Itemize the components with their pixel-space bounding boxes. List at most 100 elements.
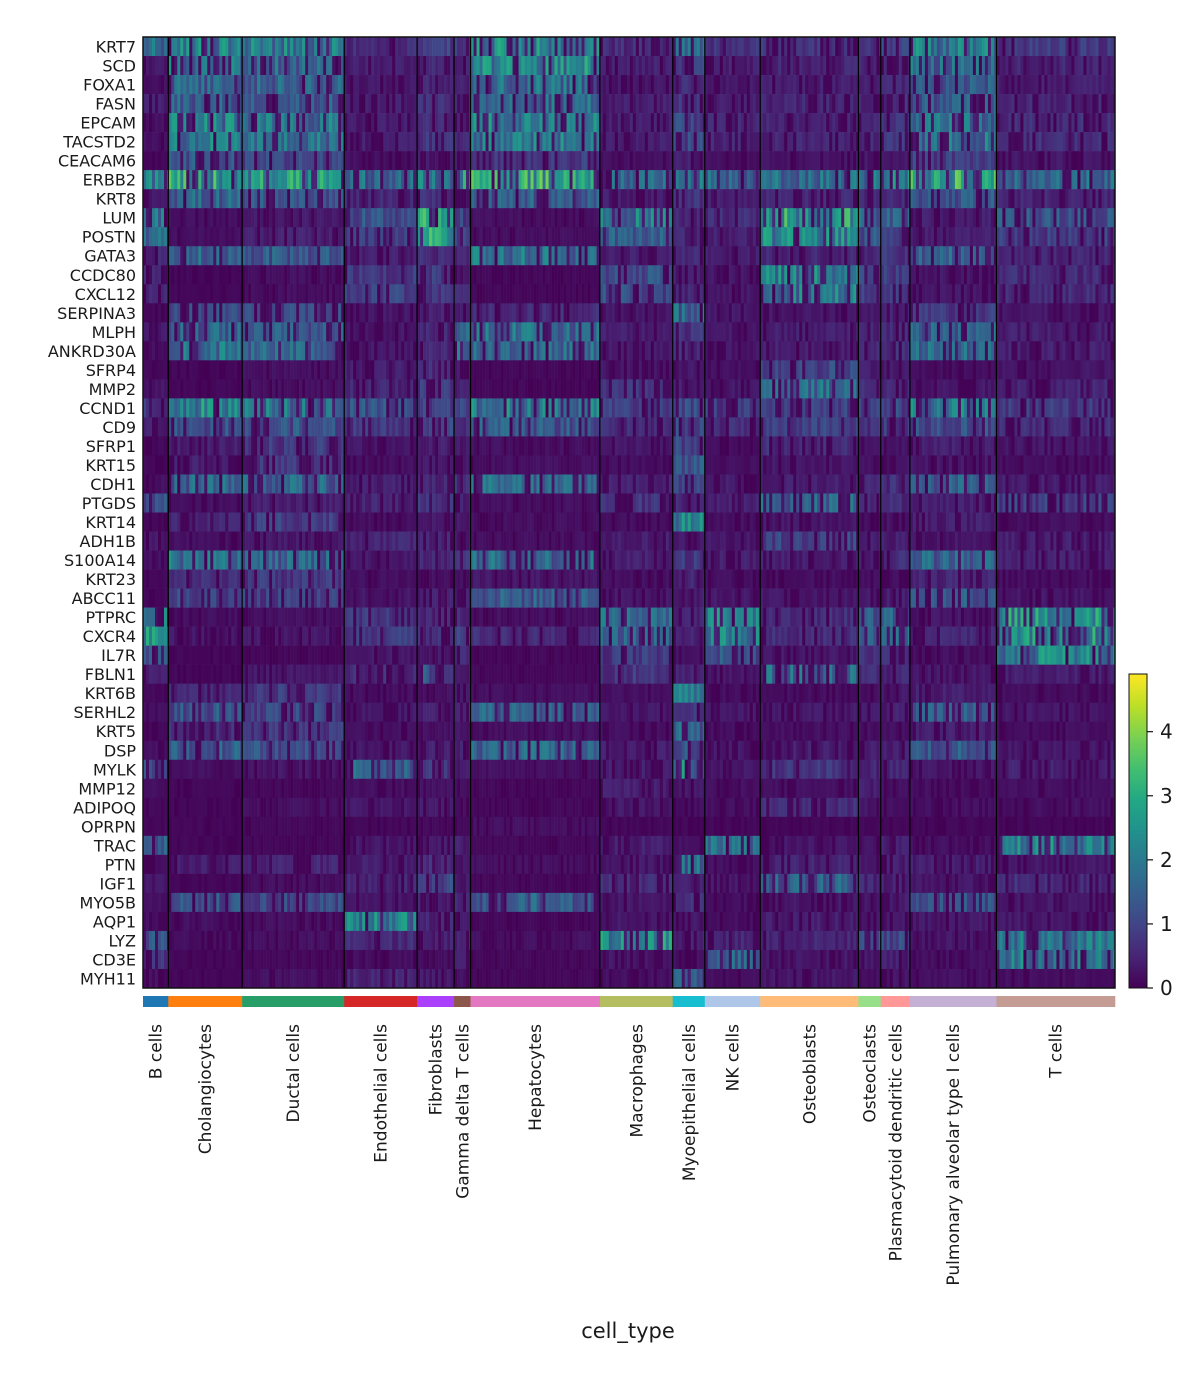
heatmap-cell [149,873,153,894]
heatmap-cell [213,322,217,342]
heatmap-cell [240,588,243,608]
heatmap-cell [219,797,223,818]
heatmap-cell [420,94,424,114]
heatmap-cell [228,664,232,684]
heatmap-cell [275,721,279,742]
heatmap-cell [413,949,417,970]
heatmap-cell [450,208,454,228]
heatmap-cell [171,284,175,304]
heatmap-cell [290,531,294,551]
heatmap-cell [323,930,327,951]
heatmap-cell [305,436,309,456]
heatmap-cell [389,436,393,456]
heatmap-cell [245,512,249,532]
heatmap-cell [266,664,270,684]
heatmap-cell [146,949,150,970]
heatmap-cell [377,854,381,875]
heatmap-cell [305,854,309,875]
heatmap-cell [222,455,226,475]
heatmap-cell [377,360,381,380]
heatmap-cell [189,56,193,76]
heatmap-cell [177,740,181,761]
heatmap-cell [302,721,306,742]
heatmap-cell [195,360,199,380]
heatmap-cell [201,721,205,742]
heatmap-cell [240,132,243,152]
heatmap-cell [368,265,372,285]
heatmap-cell [237,683,241,703]
heatmap-cell [186,284,190,304]
heatmap-cell [231,778,235,799]
heatmap-cell [257,531,261,551]
heatmap-cell [392,284,396,304]
heatmap-cell [335,873,339,894]
heatmap-cell [284,759,288,780]
heatmap-cell [347,303,351,323]
heatmap-cell [410,113,414,133]
heatmap-cell [371,512,375,532]
heatmap-cell [377,759,381,780]
heatmap-cell [174,56,178,76]
heatmap-cell [302,227,306,247]
heatmap-cell [219,341,223,361]
heatmap-cell [305,151,309,171]
heatmap-cell [269,816,273,837]
heatmap-cell [329,436,333,456]
heatmap-cell [251,854,255,875]
heatmap-cell [161,398,165,418]
heatmap-cell [207,284,211,304]
heatmap-cell [158,930,162,951]
heatmap-cell [275,379,279,399]
heatmap-cell [362,56,366,76]
heatmap-cell [308,759,312,780]
heatmap-cell [171,930,175,951]
heatmap-cell [242,550,246,570]
heatmap-cell [201,132,205,152]
heatmap-cell [198,569,202,589]
heatmap-cell [216,398,220,418]
heatmap-cell [219,208,223,228]
heatmap-cell [266,702,270,723]
heatmap-cell [341,474,345,494]
heatmap-cell [234,398,238,418]
heatmap-cell [356,607,360,627]
heatmap-cell [314,455,318,475]
heatmap-cell [438,379,442,399]
heatmap-cell [260,626,264,646]
heatmap-cell [225,797,229,818]
heatmap-cell [398,208,402,228]
heatmap-cell [192,436,196,456]
heatmap-cell [302,588,306,608]
heatmap-cell [389,702,393,723]
heatmap-cell [269,208,273,228]
heatmap-cell [359,930,363,951]
heatmap-cell [450,360,454,380]
heatmap-cell [308,284,312,304]
heatmap-cell [311,588,315,608]
heatmap-cell [435,398,439,418]
heatmap-cell [210,759,214,780]
heatmap-cell [168,322,172,342]
heatmap-cell [146,911,150,932]
heatmap-cell [228,873,232,894]
heatmap-cell [189,702,193,723]
heatmap-cell [293,683,297,703]
heatmap-cell [320,512,324,532]
heatmap-cell [432,56,436,76]
heatmap-cell [177,265,181,285]
heatmap-cell [189,189,193,209]
heatmap-cell [344,569,348,589]
heatmap-cell [398,626,402,646]
heatmap-cell [216,417,220,437]
heatmap-cell [386,626,390,646]
heatmap-cell [293,170,297,190]
heatmap-cell [290,322,294,342]
heatmap-cell [407,664,411,684]
heatmap-cell [228,930,232,951]
heatmap-cell [395,873,399,894]
heatmap-cell [213,550,217,570]
heatmap-cell [380,113,384,133]
heatmap-cell [296,892,300,913]
heatmap-cell [296,132,300,152]
heatmap-cell [284,56,288,76]
